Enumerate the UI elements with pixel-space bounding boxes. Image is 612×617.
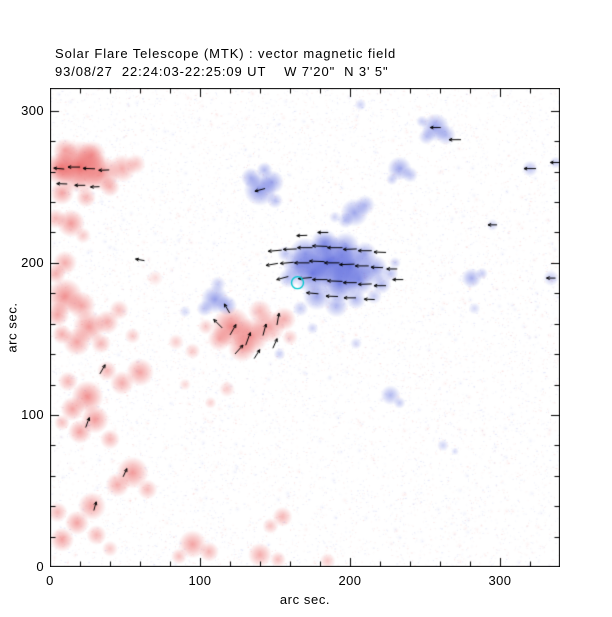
figure-subtitle: 93/08/27 22:24:03-22:25:09 UT W 7'20" N … [55,64,389,79]
x-tick-label-300: 300 [488,573,512,588]
magnetogram-canvas [50,88,560,567]
x-tick-label-0: 0 [46,573,54,588]
y-tick-label-300: 300 [21,102,44,118]
y-tick-label-200: 200 [21,254,44,270]
x-axis-label: arc sec. [279,592,331,607]
y-axis-label: arc sec. [4,302,20,353]
y-tick-label-100: 100 [21,406,44,422]
figure-title: Solar Flare Telescope (MTK) : vector mag… [55,46,397,61]
y-tick-label-0: 0 [36,559,44,574]
x-tick-label-200: 200 [338,573,362,588]
x-tick-label-100: 100 [188,573,212,588]
